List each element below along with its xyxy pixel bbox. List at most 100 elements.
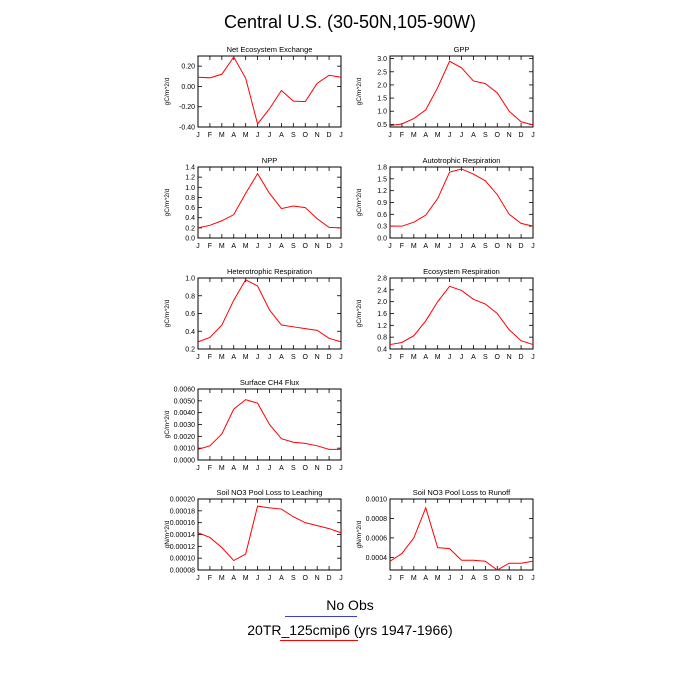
figure-title: Central U.S. (30-50N,105-90W)	[223, 12, 477, 32]
panel-title: NPP	[262, 156, 277, 165]
x-tick-label: F	[208, 465, 212, 472]
x-tick-label: J	[339, 354, 343, 361]
x-tick-label: F	[208, 132, 212, 139]
x-tick-label: M	[219, 354, 225, 361]
series-line	[389, 60, 534, 127]
x-tick-label: J	[256, 354, 260, 361]
y-tick-label: 0.00018	[170, 508, 195, 515]
y-tick-label: 2.5	[377, 69, 387, 76]
x-tick-label: J	[531, 575, 535, 582]
x-tick-label: D	[327, 354, 332, 361]
plot-frame	[197, 166, 342, 239]
series-line	[389, 285, 534, 346]
x-tick-label: J	[388, 354, 392, 361]
x-tick-label: J	[460, 575, 464, 582]
legend-obs-line	[285, 616, 357, 617]
y-tick-label: 2.4	[377, 287, 387, 294]
y-tick-label: 0.0008	[366, 516, 388, 523]
y-tick-label: 0.9	[377, 200, 387, 207]
y-tick-label: 0.00012	[170, 544, 195, 551]
x-tick-label: S	[291, 354, 296, 361]
x-tick-label: A	[471, 354, 476, 361]
y-tick-label: 0.6	[185, 205, 195, 212]
x-tick-label: J	[268, 354, 272, 361]
x-tick-label: J	[196, 575, 200, 582]
x-tick-label: O	[303, 243, 309, 250]
panel-title: Net Ecosystem Exchange	[227, 45, 313, 54]
x-tick-label: S	[483, 243, 488, 250]
x-tick-label: M	[435, 243, 441, 250]
x-tick-label: J	[531, 243, 535, 250]
plot-frame	[389, 166, 534, 239]
x-tick-label: F	[400, 354, 404, 361]
x-tick-label: N	[507, 354, 512, 361]
x-tick-label: M	[411, 132, 417, 139]
x-tick-label: O	[303, 465, 309, 472]
y-tick-label: 1.5	[377, 176, 387, 183]
x-tick-label: J	[388, 243, 392, 250]
y-tick-label: 0.8	[377, 335, 387, 342]
x-tick-label: A	[471, 243, 476, 250]
x-tick-label: N	[315, 243, 320, 250]
x-tick-label: D	[519, 575, 524, 582]
x-tick-label: A	[231, 465, 236, 472]
series-line	[197, 172, 342, 229]
x-tick-label: O	[495, 575, 501, 582]
y-axis-label: gC/m^2/d	[356, 299, 363, 327]
y-tick-label: -0.20	[179, 104, 195, 111]
y-tick-label: -0.40	[179, 125, 195, 132]
y-tick-label: 2.0	[377, 299, 387, 306]
y-tick-label: 0.0030	[174, 422, 196, 429]
y-axis-label: gN/m^2/d	[164, 520, 171, 548]
y-tick-label: 0.4	[185, 329, 195, 336]
x-tick-label: O	[495, 132, 501, 139]
panel-title: Heterotrophic Respiration	[227, 267, 312, 276]
x-tick-label: M	[219, 575, 225, 582]
panel-title: Soil NO3 Pool Loss to Runoff	[413, 488, 511, 497]
x-tick-label: J	[388, 575, 392, 582]
y-tick-label: 1.2	[185, 175, 195, 182]
y-tick-label: 3.0	[377, 56, 387, 63]
y-tick-label: 0.0	[185, 236, 195, 243]
x-tick-label: M	[435, 132, 441, 139]
x-tick-label: A	[231, 575, 236, 582]
y-tick-label: 0.0000	[174, 458, 196, 465]
x-tick-label: M	[243, 243, 249, 250]
y-tick-label: 0.8	[185, 195, 195, 202]
x-tick-label: J	[448, 243, 452, 250]
x-tick-label: F	[208, 354, 212, 361]
y-axis-label: gN/m^2/d	[356, 520, 363, 548]
x-tick-label: M	[219, 132, 225, 139]
x-tick-label: O	[495, 354, 501, 361]
y-axis-label: gC/m^2/d	[164, 77, 171, 105]
x-tick-label: J	[268, 465, 272, 472]
x-tick-label: J	[531, 132, 535, 139]
y-tick-label: 0.0050	[174, 398, 196, 405]
x-tick-label: S	[483, 354, 488, 361]
y-tick-label: 0.6	[185, 311, 195, 318]
x-tick-label: O	[495, 243, 501, 250]
x-tick-label: M	[411, 354, 417, 361]
x-tick-label: J	[256, 243, 260, 250]
y-tick-label: 1.0	[377, 109, 387, 116]
y-tick-label: 1.8	[377, 165, 387, 172]
y-axis-label: gC/m^2/d	[164, 410, 171, 438]
y-axis-label: gC/m^2/d	[356, 188, 363, 216]
x-tick-label: J	[460, 354, 464, 361]
x-tick-label: S	[483, 132, 488, 139]
x-tick-label: F	[400, 243, 404, 250]
x-tick-label: J	[339, 465, 343, 472]
x-tick-label: D	[519, 243, 524, 250]
x-tick-label: D	[327, 132, 332, 139]
x-tick-label: J	[339, 132, 343, 139]
x-tick-label: A	[231, 354, 236, 361]
x-tick-label: N	[507, 575, 512, 582]
y-tick-label: 1.4	[185, 165, 195, 172]
x-tick-label: M	[411, 575, 417, 582]
x-tick-label: O	[303, 575, 309, 582]
x-tick-label: D	[519, 354, 524, 361]
series-line	[390, 168, 534, 227]
x-tick-label: J	[460, 132, 464, 139]
